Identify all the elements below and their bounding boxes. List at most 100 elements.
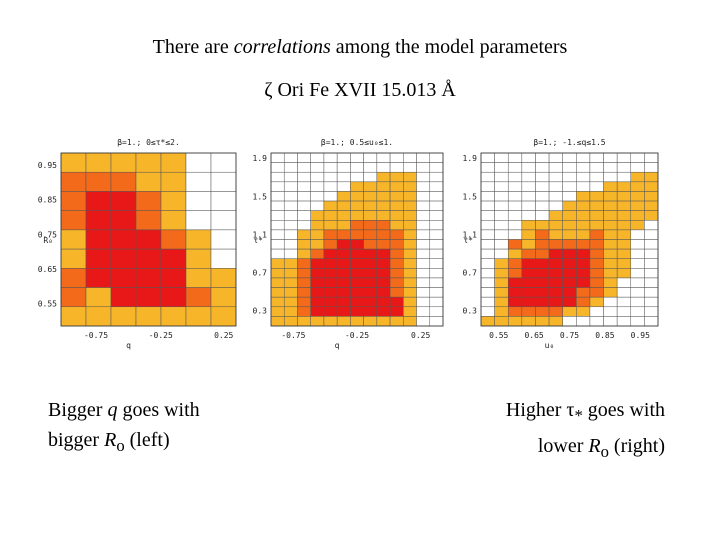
heatmap-cell: [535, 162, 550, 173]
heatmap-cell: [589, 210, 604, 221]
heatmap-cell: [270, 210, 285, 221]
heatmap-cell: [562, 152, 577, 163]
x-axis-label: q: [126, 341, 131, 350]
heatmap-cell: [589, 162, 604, 173]
heatmap-cell: [535, 287, 550, 298]
heatmap-cell: [576, 316, 591, 327]
heatmap-cell: [589, 248, 604, 259]
heatmap-cell: [494, 200, 509, 211]
heatmap-cell: [521, 210, 536, 221]
heatmap-cell: [562, 287, 577, 298]
heatmap-cell: [210, 210, 237, 231]
heatmap-cell: [110, 210, 137, 231]
y-tick-label: 0.95: [38, 161, 57, 170]
y-tick-label: 0.3: [253, 306, 268, 315]
heatmap-cell: [310, 296, 325, 308]
heatmap-cell: [603, 171, 618, 183]
y-tick-label: 0.7: [253, 268, 268, 277]
heatmap-cell: [323, 210, 338, 221]
heatmap-cell: [135, 229, 162, 250]
heatmap-cell: [535, 277, 550, 288]
heatmap-cell: [616, 181, 632, 192]
heatmap-cell: [376, 258, 391, 269]
heatmap-cell: [521, 268, 536, 279]
slide-title: There are correlations among the model p…: [0, 36, 720, 59]
heatmap-cell: [576, 162, 591, 173]
heatmap-cell: [270, 316, 285, 327]
heatmap-cell: [480, 171, 495, 183]
y-tick-label: 0.3: [463, 306, 478, 315]
heatmap-cell: [160, 210, 187, 231]
heatmap-cell: [160, 287, 187, 308]
heatmap-cell: [589, 181, 604, 192]
heatmap-cell: [589, 316, 604, 327]
x-tick-label: -0.75: [281, 331, 305, 340]
heatmap-cell: [507, 306, 523, 317]
heatmap-cell: [562, 191, 577, 202]
y-tick-label: 0.65: [38, 265, 57, 274]
heatmap-cell: [283, 181, 298, 192]
x-tick-label: 0.75: [560, 331, 579, 340]
heatmap-cell: [376, 210, 391, 221]
heatmap-header: β=1.; 0≤τ*≤2.: [117, 138, 180, 147]
heatmap-cell: [589, 220, 604, 231]
heatmap-cell: [323, 229, 338, 240]
heatmap-cell: [135, 210, 162, 231]
heatmap-cell: [507, 277, 523, 288]
heatmap-cell: [548, 229, 563, 240]
heatmap-cell: [644, 296, 659, 308]
heatmap-cell: [562, 220, 577, 231]
heatmap-cell: [389, 287, 404, 298]
heatmap-cell: [389, 181, 404, 192]
heatmap-cell: [521, 220, 536, 231]
caption-right-text-c: lower: [537, 435, 589, 457]
heatmap-cell: [376, 220, 391, 231]
heatmap-cell: [494, 296, 509, 308]
heatmap-cell: [376, 248, 391, 259]
y-axis-label: τ*: [253, 236, 263, 245]
x-tick-label: 0.95: [631, 331, 650, 340]
slide-subtitle: ζ Ori Fe XVII 15.013 Å: [264, 79, 456, 101]
heatmap-cell: [507, 258, 523, 269]
heatmap-cell: [310, 220, 325, 231]
heatmap-cell: [535, 296, 550, 308]
heatmap-cell: [336, 220, 351, 231]
heatmap-cell: [576, 171, 591, 183]
heatmap-cell: [310, 287, 325, 298]
heatmap-cell: [521, 200, 536, 211]
caption-right-text-d: (right): [608, 435, 665, 457]
heatmap-cell: [521, 152, 536, 163]
heatmap-cell: [85, 268, 112, 288]
heatmap-cell: [310, 210, 325, 221]
heatmap-cell: [283, 162, 298, 173]
heatmap-cell: [603, 248, 618, 259]
heatmap-svg: β=1.; -1.≤q≤1.5 0.55 0.65 0.75 0.85 0.95 1.9 1.…: [463, 138, 659, 350]
heatmap-cell: [630, 296, 645, 308]
heatmap-cell: [110, 306, 137, 327]
heatmap-cell: [480, 316, 495, 327]
heatmap-cell: [336, 171, 351, 183]
heatmap-cell: [110, 268, 137, 288]
heatmap-cell: [110, 248, 137, 269]
heatmap-cell: [429, 220, 444, 231]
heatmap-cell: [494, 191, 509, 202]
caption-left-text-d: (left): [124, 429, 170, 451]
title-suffix: among the model parameters: [330, 36, 568, 58]
heatmap-cell: [283, 220, 298, 231]
heatmap-cell: [507, 210, 523, 221]
heatmap-panel-middle: β=1.; 0.5≤u₀≤1. -0.75 -0.25 0.25 1.9 1.5 1.1 0.…: [243, 128, 448, 353]
heatmap-cell: [576, 306, 591, 317]
heatmap-cell: [548, 287, 563, 298]
heatmap-cell: [616, 200, 632, 211]
heatmap-cell: [110, 152, 137, 173]
heatmap-cell: [283, 200, 298, 211]
x-tick-label: -0.25: [345, 331, 369, 340]
heatmap-cell: [297, 191, 311, 202]
heatmap-svg: β=1.; 0≤τ*≤2. -0.75 -0.25 0.25 0.95 0.85 0.75 0…: [38, 138, 237, 350]
heatmap-cell: [283, 287, 298, 298]
heatmap-cell: [210, 268, 237, 288]
heatmap-cell: [270, 152, 285, 163]
heatmap-cell: [363, 200, 378, 211]
heatmap-cell: [548, 191, 563, 202]
heatmap-cell: [185, 171, 212, 192]
